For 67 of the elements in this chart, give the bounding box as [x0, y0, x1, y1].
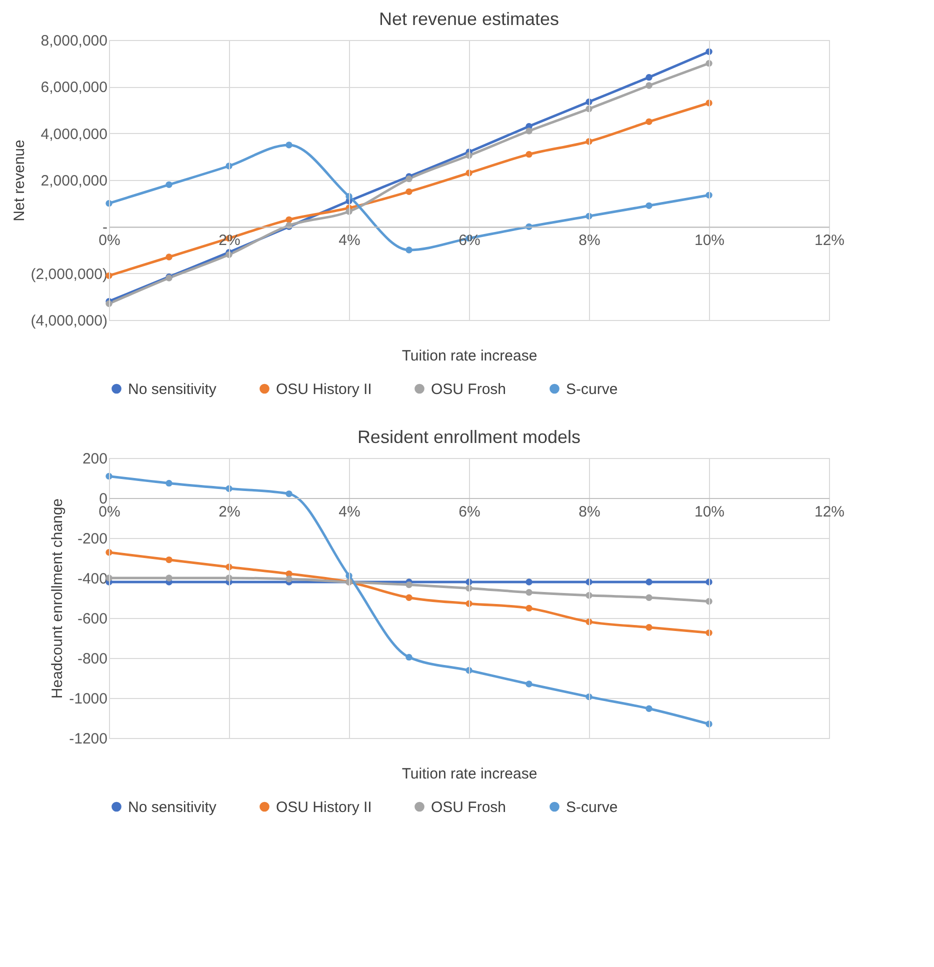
point: [526, 680, 532, 688]
legend-label: OSU History II: [276, 380, 372, 398]
point: [406, 581, 412, 588]
point: [646, 202, 652, 210]
point: [406, 175, 412, 182]
x-tick-label: 12%: [814, 504, 845, 520]
chart-title: Net revenue estimates: [378, 9, 560, 29]
point: [286, 216, 292, 224]
point: [646, 578, 652, 586]
y-tick-label: 2,000,000: [40, 172, 108, 190]
legend-label: OSU Frosh: [431, 798, 506, 816]
point: [166, 480, 172, 487]
y-tick-label: -600: [77, 610, 108, 628]
point: [166, 556, 172, 564]
point: [286, 142, 292, 148]
point: [646, 82, 652, 89]
y-tick-label: -400: [77, 570, 108, 588]
y-tick-label: -200: [77, 530, 108, 548]
y-tick-label: 6,000,000: [40, 79, 108, 96]
point: [166, 254, 172, 260]
y-tick-label: 4,000,000: [40, 126, 108, 143]
y-tick-label: -1000: [69, 690, 108, 708]
point: [406, 246, 412, 254]
point: [286, 490, 292, 498]
x-axis-title: Tuition rate increase: [402, 766, 538, 782]
point: [526, 604, 532, 612]
point: [406, 654, 412, 661]
x-tick-label: 0%: [98, 232, 120, 250]
point: [406, 594, 412, 601]
y-tick-label: (2,000,000): [30, 266, 108, 283]
y-tick-label: -1200: [69, 730, 108, 748]
legend-label: No sensitivity: [128, 798, 217, 816]
x-tick-label: 2%: [218, 504, 240, 520]
point: [286, 576, 292, 582]
point: [166, 574, 172, 582]
x-tick-label: 4%: [338, 504, 360, 520]
x-tick-label: 10%: [694, 232, 725, 250]
point: [526, 589, 532, 596]
y-axis-title: Headcount enrollment change: [49, 498, 66, 699]
point: [166, 181, 172, 188]
x-tick-label: 4%: [338, 232, 360, 250]
point: [526, 128, 532, 134]
legend-label: S-curve: [566, 798, 618, 816]
x-tick-label: 12%: [814, 232, 845, 250]
y-axis-title: Net revenue: [10, 140, 28, 222]
legend-label: No sensitivity: [128, 380, 217, 398]
point: [646, 74, 652, 81]
y-tick-label: (4,000,000): [30, 312, 108, 330]
point: [526, 578, 532, 586]
x-tick-label: 8%: [578, 504, 600, 520]
y-tick-label: 8,000,000: [40, 32, 108, 50]
x-axis-title: Tuition rate increase: [402, 348, 538, 364]
point: [406, 188, 412, 196]
point: [646, 705, 652, 712]
y-tick-label: -800: [77, 650, 108, 668]
y-tick-label: 200: [82, 450, 108, 468]
legend-label: OSU History II: [276, 798, 372, 816]
point: [646, 118, 652, 126]
legend-label: OSU Frosh: [431, 380, 506, 398]
point: [646, 594, 652, 601]
point: [646, 624, 652, 631]
chart-title: Resident enrollment models: [357, 427, 581, 447]
x-tick-label: 10%: [694, 504, 725, 520]
point: [526, 150, 532, 158]
legend-label: S-curve: [566, 380, 618, 398]
x-tick-label: 6%: [458, 504, 480, 520]
x-tick-label: 8%: [578, 232, 600, 250]
